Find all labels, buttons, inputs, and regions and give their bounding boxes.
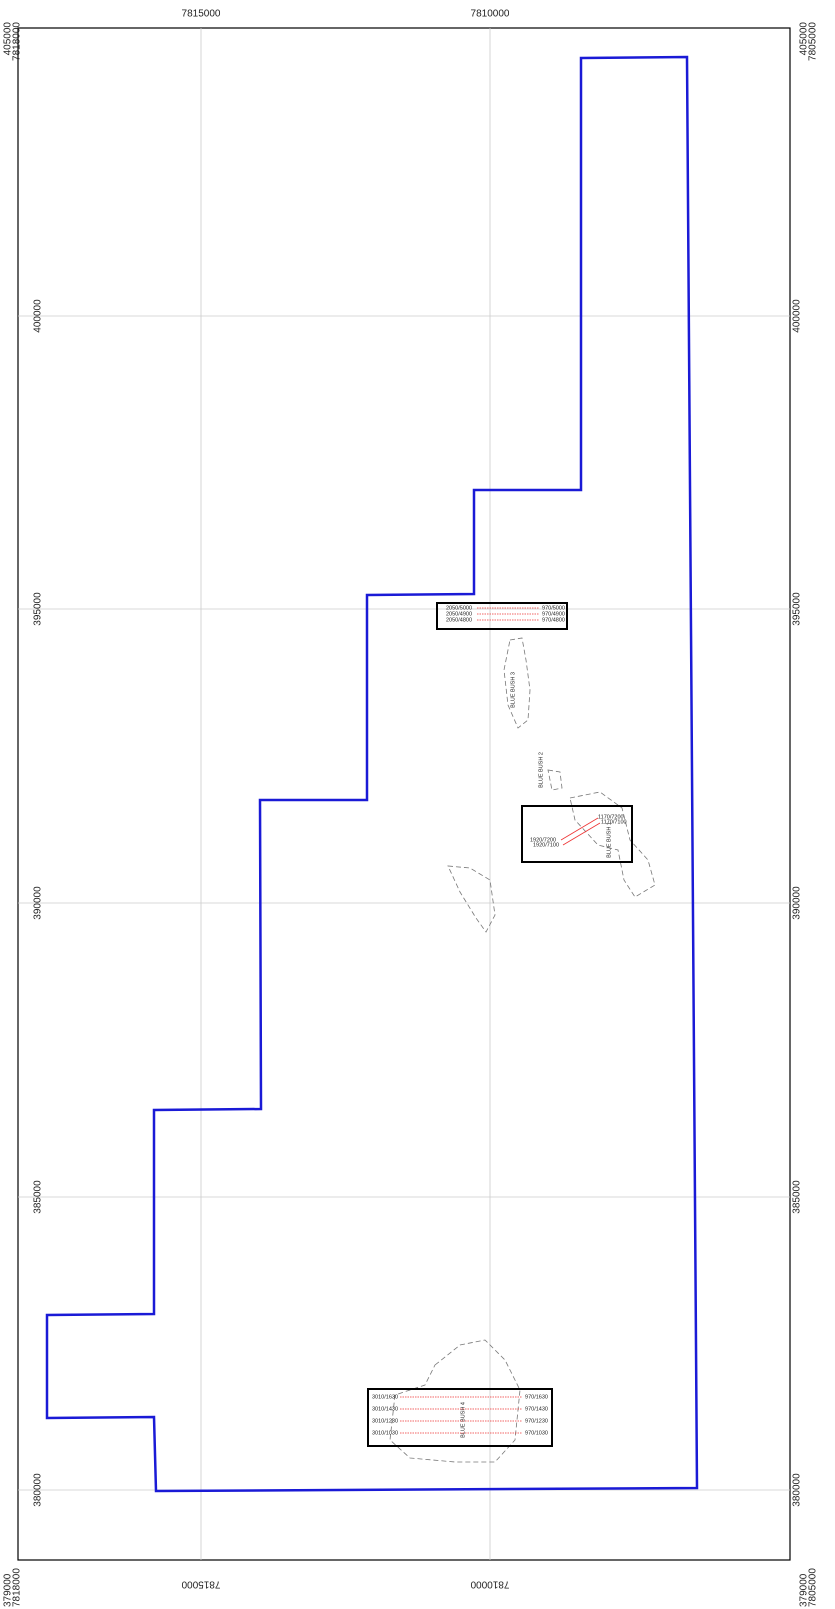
- right-label: 395000: [792, 592, 803, 626]
- left-label: 390000: [33, 886, 44, 920]
- drill-label: 3010/1030: [372, 1430, 398, 1436]
- bottom-label: 7815000: [181, 1578, 220, 1589]
- corner-label: 7805000: [808, 1568, 819, 1607]
- drill-label: 970/1630: [525, 1394, 548, 1400]
- top-label: 7815000: [182, 9, 221, 20]
- right-label: 390000: [792, 886, 803, 920]
- drill-label: 1170/7200: [598, 814, 624, 820]
- area-outline: [389, 1339, 521, 1463]
- area-outline: [503, 637, 531, 729]
- tenement-boundary: [45, 55, 699, 1493]
- drill-label: 970/4800: [542, 617, 565, 623]
- grid: [18, 28, 790, 1560]
- drill-label: 970/1030: [525, 1430, 548, 1436]
- area-outline: [447, 865, 496, 933]
- drill-label: 3010/1430: [372, 1406, 398, 1412]
- corner-label: 405000: [799, 22, 810, 56]
- corner-label: 379000: [799, 1573, 810, 1607]
- left-label: 395000: [33, 592, 44, 626]
- area-label: BLUE BUSH 1: [606, 822, 612, 858]
- corner-label: 7818000: [12, 22, 23, 61]
- map-frame: [17, 27, 791, 1561]
- left-label: 400000: [33, 299, 44, 333]
- drill-label: 2050/4900: [446, 611, 472, 617]
- drill-label: 2050/5000: [446, 605, 472, 611]
- corner-label: 7805000: [808, 22, 819, 61]
- drill-label: 1920/7200: [530, 837, 556, 843]
- drill-box: [521, 805, 633, 863]
- corner-label: 7818000: [12, 1568, 23, 1607]
- drill-label: 3010/1630: [372, 1394, 398, 1400]
- right-label: 385000: [792, 1180, 803, 1214]
- corner-label: 405000: [3, 22, 14, 56]
- drill-label: 3010/1230: [372, 1418, 398, 1424]
- drill-line: [562, 822, 601, 846]
- drill-label: 1170/7100: [601, 819, 627, 825]
- drill-label: 970/4900: [542, 611, 565, 617]
- bottom-label: 7810000: [470, 1578, 509, 1589]
- drill-label: 1920/7100: [533, 842, 559, 848]
- left-label: 385000: [33, 1180, 44, 1214]
- area-outline: [547, 769, 563, 791]
- drill-box: [367, 1388, 553, 1447]
- drill-label: 970/1430: [525, 1406, 548, 1412]
- area-label: BLUE BUSH 3: [510, 672, 516, 708]
- area-label: BLUE BUSH 4: [460, 1402, 466, 1438]
- drill-label: 970/1230: [525, 1418, 548, 1424]
- drill-label: 970/5000: [542, 605, 565, 611]
- top-label: 7810000: [471, 9, 510, 20]
- right-label: 400000: [792, 299, 803, 333]
- drill-line: [560, 817, 599, 841]
- area-outline: [569, 791, 656, 898]
- area-label: BLUE BUSH 2: [538, 752, 544, 788]
- drill-label: 2050/4800: [446, 617, 472, 623]
- drill-box: [436, 602, 568, 630]
- right-label: 380000: [792, 1473, 803, 1507]
- corner-label: 379000: [3, 1573, 14, 1607]
- left-label: 380000: [33, 1473, 44, 1507]
